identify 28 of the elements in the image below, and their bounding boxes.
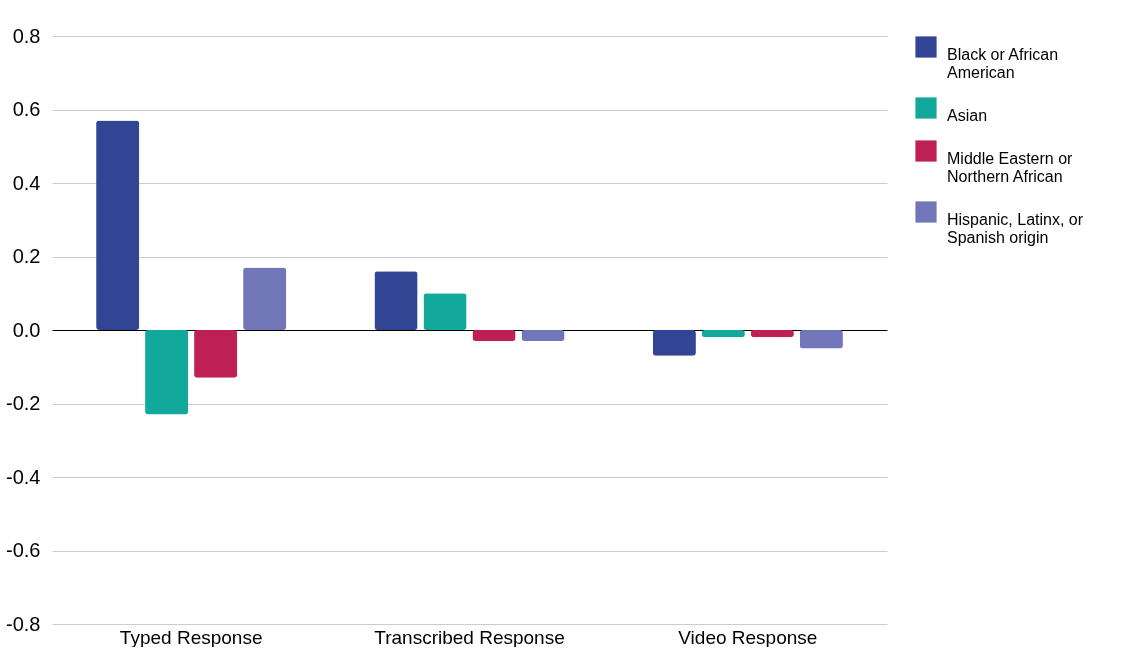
bar	[96, 120, 140, 330]
bar	[243, 267, 287, 330]
y-tick-label: 0.4	[12, 171, 41, 194]
x-tick-label: Video Response	[678, 626, 818, 648]
bar	[799, 330, 843, 349]
bar	[472, 330, 516, 342]
bar	[652, 330, 696, 356]
y-tick-label: -0.2	[6, 392, 41, 414]
y-tick-label: -0.4	[6, 465, 41, 488]
bar	[701, 330, 745, 338]
y-tick-label: -0.6	[6, 539, 41, 561]
bar	[374, 271, 418, 330]
bar	[750, 330, 794, 338]
bar	[194, 330, 238, 378]
bar	[521, 330, 565, 342]
legend-label: Hispanic, Latinx, or Spanish origin	[947, 211, 1084, 246]
legend-label: Black or African American	[947, 46, 1059, 81]
bar	[145, 330, 189, 415]
bar	[423, 293, 467, 330]
y-tick-label: 0.0	[12, 318, 41, 341]
y-tick-label: -0.8	[6, 612, 41, 635]
y-tick-label: 0.2	[12, 245, 41, 267]
legend-label: Asian	[947, 107, 988, 124]
legend-label: Middle Eastern or Northern African	[947, 150, 1074, 185]
x-tick-label: Typed Response	[119, 626, 263, 648]
y-tick-label: 0.8	[12, 24, 41, 47]
y-tick-label: 0.6	[12, 98, 41, 120]
x-tick-label: Transcribed Response	[374, 626, 565, 648]
